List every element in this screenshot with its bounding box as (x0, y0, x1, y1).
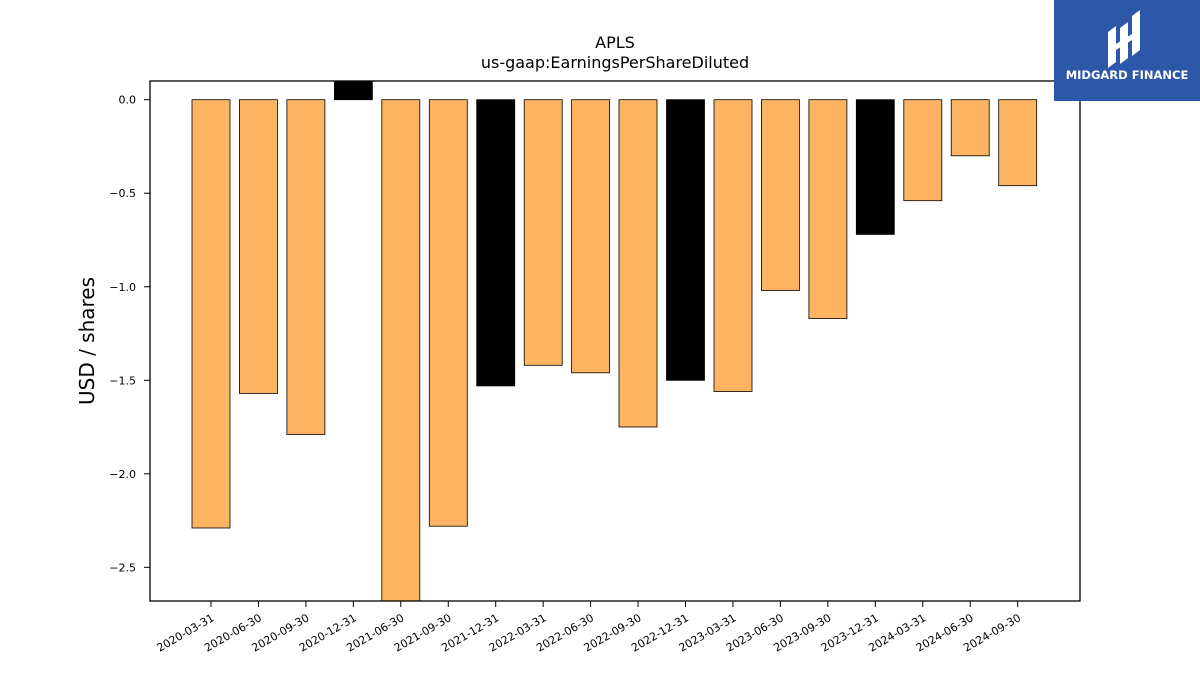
y-tick-label: −1.0 (109, 281, 136, 294)
bar-2022-03-31 (523, 99, 563, 366)
bar-2024-03-31 (903, 99, 943, 202)
plot-frame (149, 80, 1081, 602)
chart-title: APLS (595, 33, 635, 52)
bar-2023-06-30 (761, 99, 800, 291)
bar-2020-03-31 (191, 99, 231, 529)
y-tick-label: 0.0 (119, 94, 137, 107)
y-tick-label: −2.0 (109, 468, 136, 481)
bar-2022-12-31 (666, 99, 705, 381)
y-tick-label: −2.5 (109, 561, 136, 574)
bar-2024-06-30 (950, 99, 990, 157)
chart-subtitle: us-gaap:EarningsPerShareDiluted (481, 53, 749, 72)
bar-2021-06-30 (381, 99, 421, 601)
midgard-finance-logo: MIDGARD FINANCE (1054, 0, 1200, 101)
y-axis-label: USD / shares (75, 277, 99, 405)
bar-2022-09-30 (618, 99, 658, 428)
bar-2024-09-30 (998, 99, 1038, 187)
bar-2021-09-30 (428, 99, 468, 527)
logo-text: MIDGARD FINANCE (1065, 68, 1189, 82)
bar-2020-06-30 (238, 99, 278, 394)
y-tick-label: −1.5 (109, 374, 136, 387)
bar-2021-12-31 (476, 99, 516, 387)
bar-2022-06-30 (571, 99, 610, 374)
bar-2023-12-31 (855, 99, 895, 235)
bar-2023-03-31 (713, 99, 753, 392)
bar-2020-12-31 (333, 81, 373, 101)
y-tick-label: −0.5 (109, 187, 136, 200)
bar-2023-09-30 (808, 99, 848, 319)
logo-mark-icon (1108, 10, 1140, 68)
bar-2020-09-30 (286, 99, 326, 435)
